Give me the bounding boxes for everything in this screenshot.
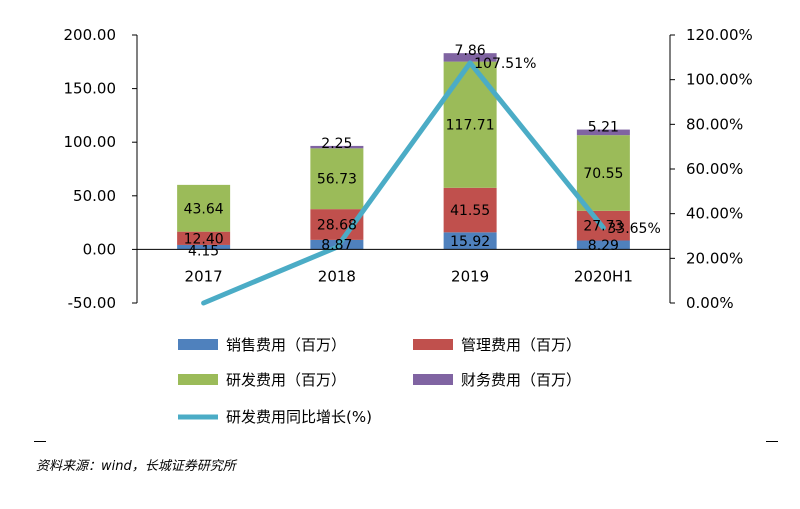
data-label-2018-1: 28.68 bbox=[317, 218, 357, 234]
bar-2017-series-0 bbox=[177, 244, 231, 250]
y-left-tick-label-3: 100.00 bbox=[64, 133, 117, 151]
data-label-2019-0: 15.92 bbox=[450, 234, 490, 250]
y-right-tick-label-0: 0.00% bbox=[686, 294, 734, 312]
line-layer bbox=[201, 60, 606, 306]
bar-2020H1-series-3 bbox=[576, 129, 630, 136]
legend-label-2: 研发费用（百万） bbox=[226, 371, 346, 389]
legend-swatch-2 bbox=[178, 374, 218, 385]
y-right-tick-label-3: 60.00% bbox=[686, 160, 743, 178]
bottom-rule-left bbox=[34, 441, 46, 442]
y-right-tick-label-6: 120.00% bbox=[686, 26, 753, 44]
bar-2018-series-3 bbox=[310, 145, 364, 149]
data-label-2018-3: 2.25 bbox=[321, 136, 352, 152]
data-label-2020H1-1: 27.73 bbox=[583, 219, 623, 235]
legend-label-0: 销售费用（百万） bbox=[226, 336, 346, 354]
legend: 销售费用（百万） 管理费用（百万） 研发费用（百万） 财务费用（百万） 研发费用同比增长… bbox=[178, 336, 581, 426]
data-label-2019-1: 41.55 bbox=[450, 203, 490, 219]
data-label-2017-0: 4.15 bbox=[188, 243, 219, 259]
y-left-tick-label-2: 50.00 bbox=[73, 187, 116, 205]
bar-2020H1-series-0 bbox=[576, 240, 630, 250]
data-label-2018-2: 56.73 bbox=[317, 172, 357, 188]
data-label-2019-2: 117.71 bbox=[446, 118, 495, 134]
legend-swatch-1 bbox=[413, 339, 453, 350]
y-left-tick-label-4: 150.00 bbox=[64, 80, 117, 98]
x-tick-label-1: 2018 bbox=[318, 267, 356, 285]
y-right-tick-label-1: 20.00% bbox=[686, 249, 743, 267]
y-left-tick-label-0: -50.00 bbox=[68, 294, 116, 312]
bar-2017-series-2 bbox=[177, 184, 231, 232]
bar-2019-series-3 bbox=[443, 53, 497, 62]
x-tick-label-3: 2020H1 bbox=[574, 267, 633, 285]
x-tick-label-0: 2017 bbox=[185, 267, 223, 285]
line-label-2: 107.51% bbox=[474, 56, 536, 72]
data-label-2020H1-2: 70.55 bbox=[583, 166, 623, 182]
y-left-tick-label-5: 200.00 bbox=[64, 26, 117, 44]
legend-swatch-3 bbox=[413, 374, 453, 385]
data-label-2018-0: 8.87 bbox=[321, 238, 352, 254]
line-label-3: 33.65% bbox=[607, 221, 660, 237]
data-label-2019-3: 7.86 bbox=[455, 43, 486, 59]
source-note: 资料来源：wind，长城证券研究所 bbox=[36, 459, 236, 474]
x-tick-label-2: 2019 bbox=[451, 267, 489, 285]
growth-line bbox=[201, 60, 606, 306]
legend-swatch-0 bbox=[178, 339, 218, 350]
bottom-rule-right bbox=[766, 441, 778, 442]
legend-line-label: 研发费用同比增长(%) bbox=[226, 408, 372, 426]
data-label-2020H1-0: 8.29 bbox=[588, 238, 619, 254]
y-right-tick-label-4: 80.00% bbox=[686, 115, 743, 133]
y-right-tick-label-2: 40.00% bbox=[686, 205, 743, 223]
bar-2017-series-1 bbox=[177, 231, 231, 245]
y-left-tick-label-1: 0.00 bbox=[83, 240, 116, 258]
bar-2019-series-1 bbox=[443, 187, 497, 233]
bar-2020H1-series-2 bbox=[576, 135, 630, 211]
data-label-2020H1-3: 5.21 bbox=[588, 120, 619, 136]
legend-label-3: 财务费用（百万） bbox=[461, 371, 581, 389]
bar-2019-series-0 bbox=[443, 232, 497, 250]
y-right-tick-label-5: 100.00% bbox=[686, 71, 753, 89]
bar-2018-series-2 bbox=[310, 148, 364, 210]
data-label-2017-2: 43.64 bbox=[184, 201, 224, 217]
legend-label-1: 管理费用（百万） bbox=[461, 336, 581, 354]
data-label-2017-1: 12.40 bbox=[184, 231, 224, 247]
axis-layer: -50.00 0.00 50.00 100.00 150.00 200.00 0.00% 20… bbox=[64, 26, 753, 312]
